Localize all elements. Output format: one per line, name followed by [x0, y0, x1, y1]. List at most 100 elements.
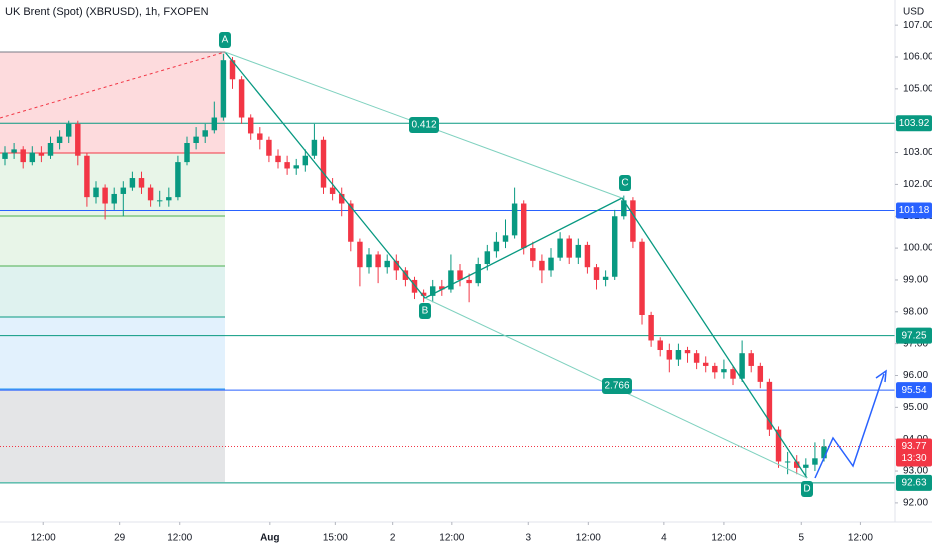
x-tick-label: 5 [798, 533, 804, 544]
x-tick-label: 12:00 [167, 533, 192, 544]
candle-body [484, 251, 491, 265]
point-badge [419, 303, 431, 319]
candle-body [439, 286, 445, 290]
candle-body [166, 197, 172, 201]
level-badge [896, 115, 932, 132]
candle-body [611, 216, 618, 277]
level-label: 95.54 [901, 385, 926, 396]
y-tick-label: 99.00 [903, 275, 928, 286]
candle-body [65, 123, 72, 137]
x-tick-label: 15:00 [323, 533, 348, 544]
candle-body [657, 340, 663, 351]
candle-body [311, 139, 318, 156]
candle-body [184, 143, 190, 163]
x-tick-label: 12:00 [848, 533, 873, 544]
candle-body [575, 244, 582, 258]
candle-body [338, 193, 345, 204]
y-tick-label: 105.00 [903, 83, 932, 94]
candle-body [639, 241, 645, 315]
candle-body [784, 461, 791, 463]
candle-body [539, 260, 545, 271]
candle-body [2, 152, 8, 159]
candle-body [366, 254, 372, 268]
candle-body [675, 350, 682, 360]
candle-body [393, 260, 400, 271]
candle-body [375, 254, 381, 268]
point-badge [619, 175, 631, 191]
chart-title: UK Brent (Spot) (XBRUSD), 1h, FXOPEN [5, 6, 209, 18]
y-tick-label: 97.00 [903, 338, 928, 349]
fib-zone [0, 153, 225, 266]
candle-body [20, 149, 26, 163]
candle-body [29, 152, 36, 163]
level-label: 101.18 [899, 205, 930, 216]
point-badge [801, 481, 813, 497]
candle-body [84, 155, 90, 198]
candle-body [793, 461, 800, 468]
candle-body [202, 130, 208, 137]
candle-body [821, 446, 827, 459]
candle-body [257, 133, 263, 140]
candles [2, 53, 827, 478]
fib-zones [0, 51, 226, 482]
x-tick-label: Aug [260, 533, 279, 544]
candle-body [648, 314, 654, 341]
y-tick-label: 107.00 [903, 20, 932, 31]
candle-body [102, 187, 108, 204]
candle-body [511, 203, 518, 236]
last-price-badge [896, 438, 932, 467]
x-tick-label: 12:00 [711, 533, 736, 544]
level-lines [0, 122, 895, 484]
candle-body [812, 458, 818, 465]
candle-body [466, 279, 472, 284]
y-tick-label: 92.00 [903, 498, 928, 509]
candle-body [266, 139, 272, 156]
fib-zone [0, 266, 225, 317]
candle-body [129, 178, 136, 188]
point-label: C [621, 178, 628, 189]
last-price-label: 93.77 [901, 441, 926, 452]
candle-body [293, 165, 299, 169]
candle-body [502, 235, 509, 242]
candle-body [411, 279, 418, 293]
candle-body [38, 152, 45, 156]
candle-body [757, 365, 764, 382]
y-tick-label: 102.00 [903, 179, 932, 190]
point-badge [219, 32, 231, 48]
y-tick-label: 96.00 [903, 370, 928, 381]
candle-body [721, 369, 727, 373]
candle-body [493, 241, 500, 252]
level-badge [896, 202, 932, 219]
currency: USD [903, 7, 924, 18]
candle-body [220, 60, 227, 118]
candle-body [684, 350, 691, 354]
x-tick-label: 29 [114, 533, 126, 544]
candle-body [457, 270, 463, 280]
candle-body [75, 123, 81, 156]
x-tick-label: 12:00 [439, 533, 464, 544]
level-label: 97.25 [901, 330, 926, 341]
x-tick-label: 2 [390, 533, 396, 544]
candle-body [211, 117, 218, 131]
candle-body [475, 264, 481, 284]
y-tick-label: 106.00 [903, 52, 932, 63]
candle-body [621, 200, 627, 217]
candle-body [548, 257, 554, 271]
fib-zone [0, 52, 225, 153]
ratio-badge [602, 378, 632, 394]
candle-body [402, 270, 409, 280]
candle-body [320, 139, 327, 188]
projection [814, 373, 885, 479]
candle-body [693, 353, 700, 363]
candle-body [56, 136, 63, 144]
candle-body [666, 350, 673, 360]
x-tick-label: 3 [525, 533, 531, 544]
candle-body [156, 200, 163, 202]
candle-body [120, 187, 127, 194]
candle-body [593, 267, 600, 280]
candle-body [11, 149, 17, 153]
candle-body [530, 248, 536, 261]
candle-body [739, 353, 745, 379]
level-badge [896, 474, 932, 491]
